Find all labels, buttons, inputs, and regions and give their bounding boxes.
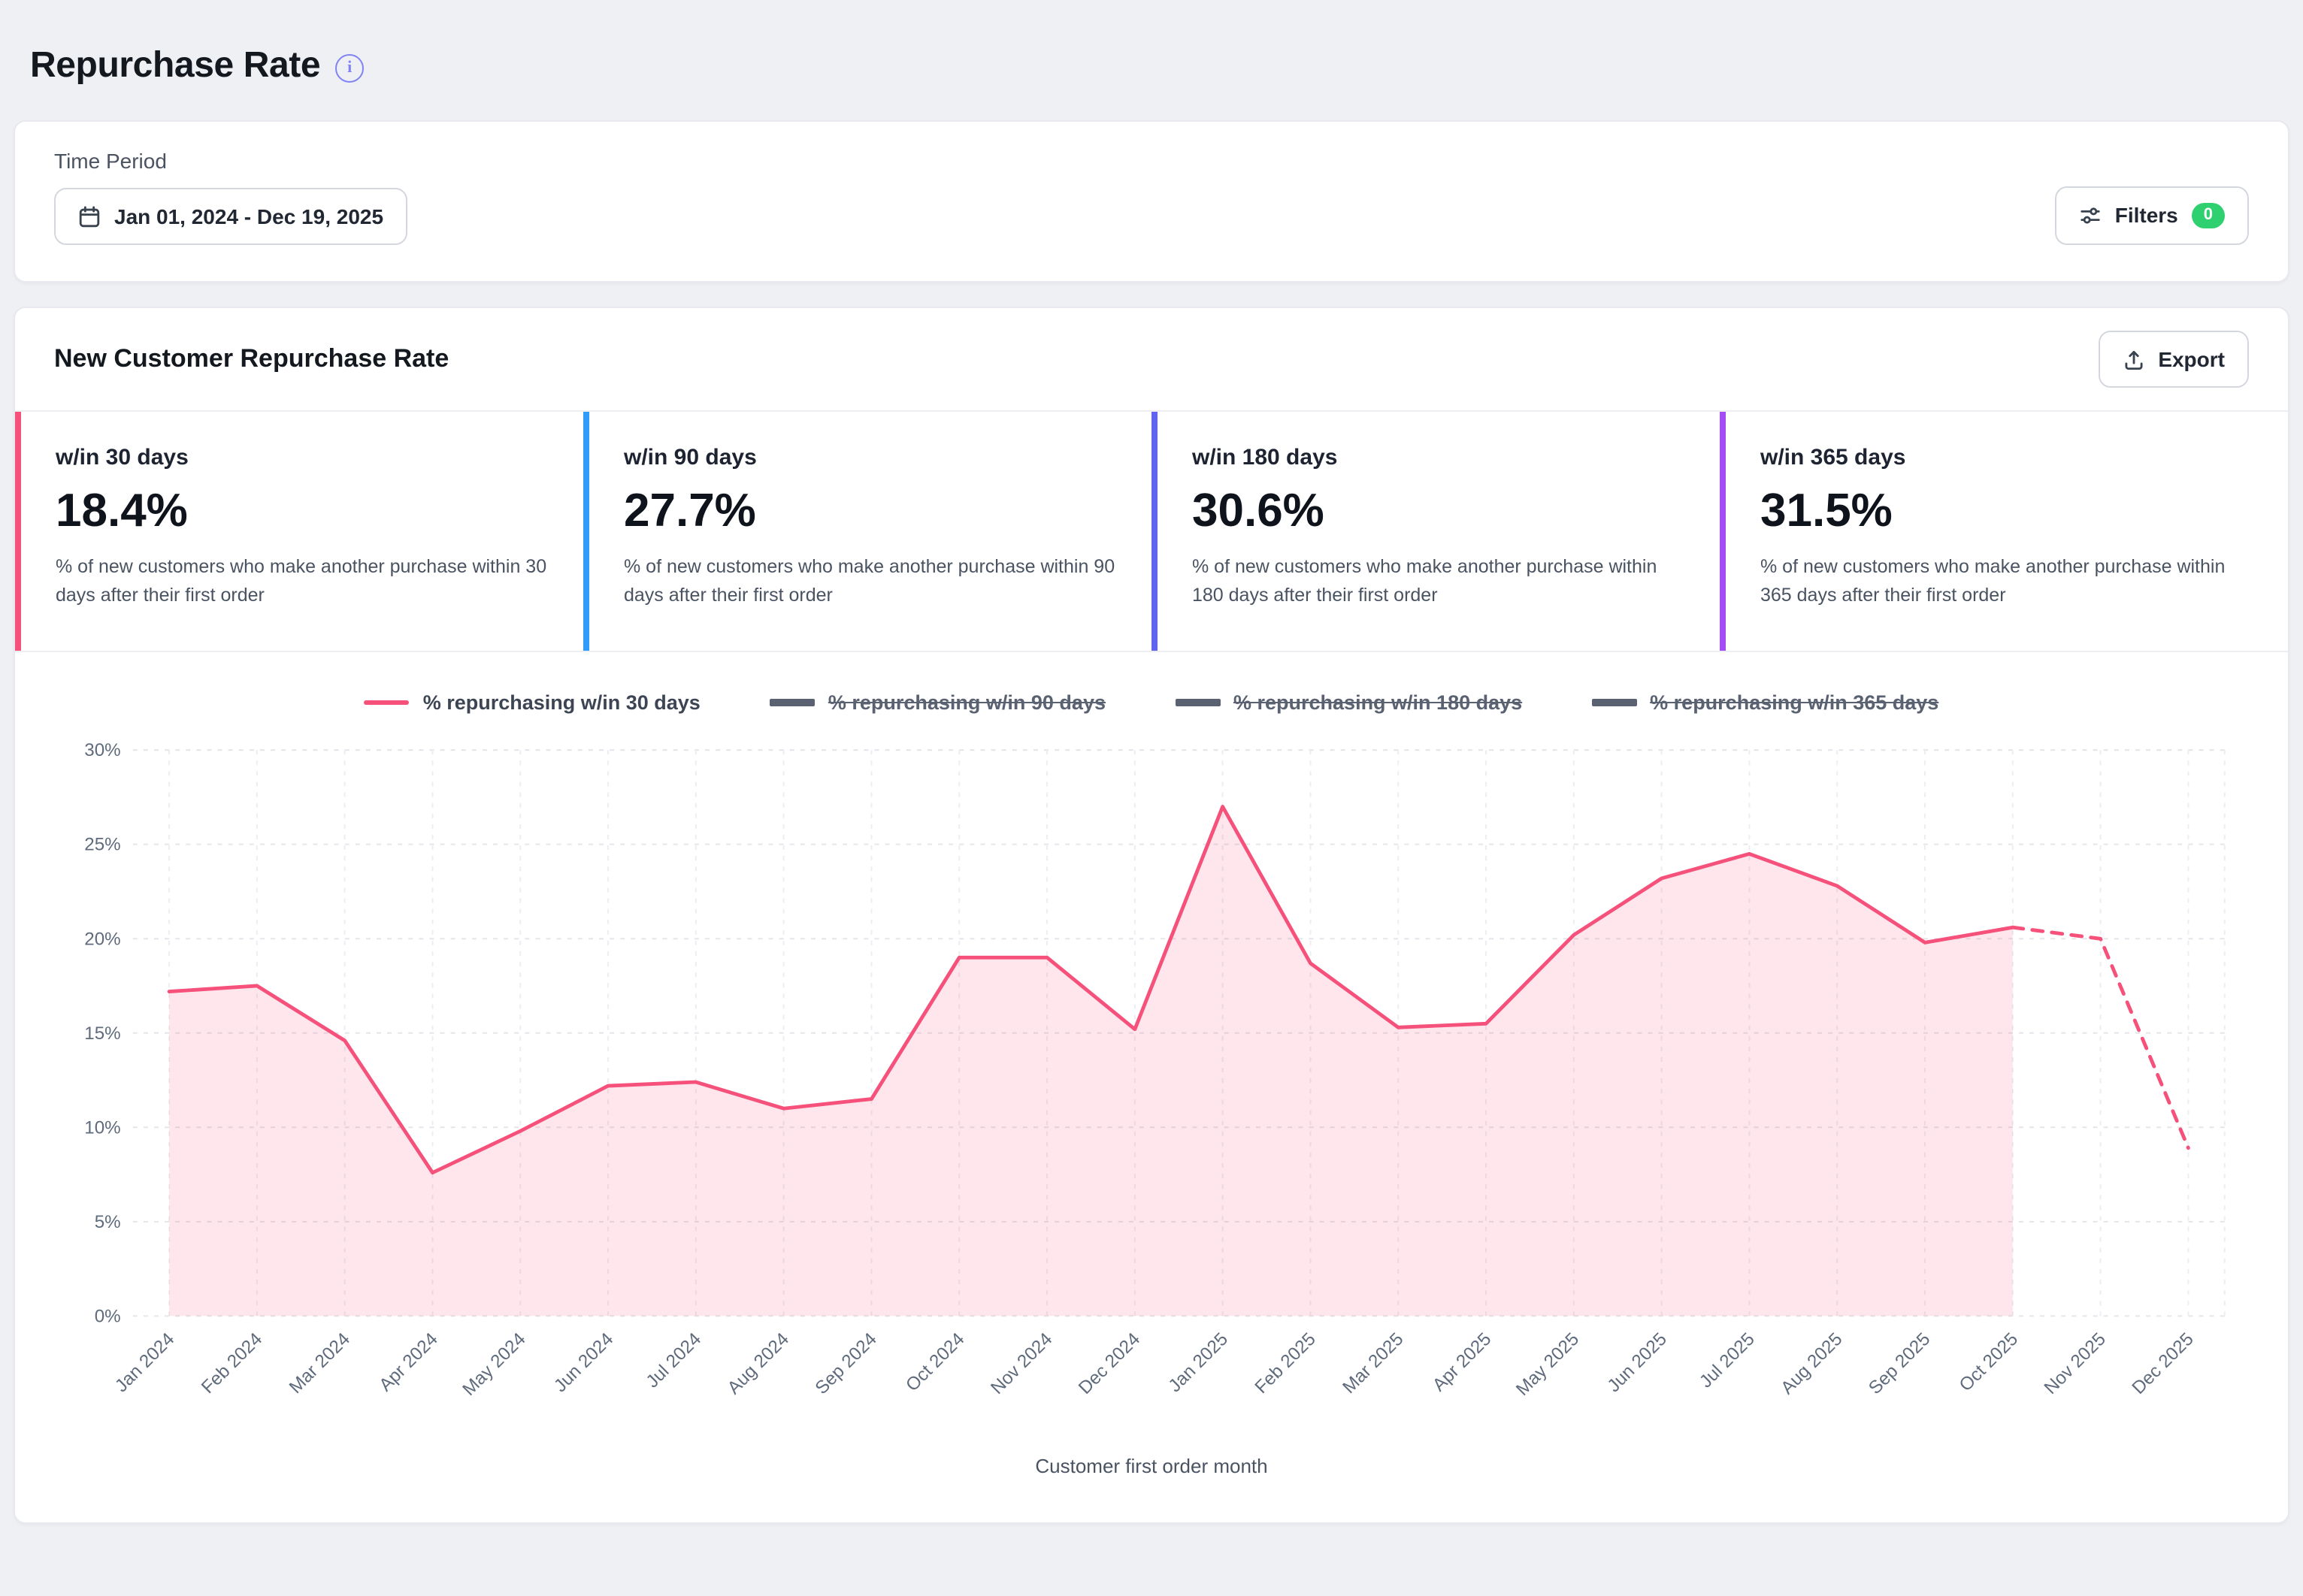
chart-area: % repurchasing w/in 30 days % repurchasi… [15, 652, 2288, 1517]
date-range-picker[interactable]: Jan 01, 2024 - Dec 19, 2025 [54, 188, 408, 245]
stat-label: w/in 365 days [1760, 445, 1906, 470]
legend-label: % repurchasing w/in 30 days [422, 691, 701, 714]
svg-text:Aug 2024: Aug 2024 [724, 1328, 793, 1398]
sliders-icon [2081, 207, 2100, 224]
svg-text:May 2025: May 2025 [1512, 1328, 1583, 1399]
page-title: Repurchase Rate [30, 45, 321, 86]
svg-text:Sep 2024: Sep 2024 [812, 1328, 881, 1398]
legend-swatch-30-days [364, 700, 410, 705]
svg-text:Jun 2025: Jun 2025 [1604, 1328, 1671, 1395]
svg-text:Oct 2025: Oct 2025 [1956, 1328, 2022, 1395]
svg-text:Jan 2025: Jan 2025 [1165, 1328, 1232, 1395]
repurchase-rate-chart[interactable]: 0% 5% 10% 15% 20% 25% 30% Jan 2024 Feb 2024 Mar 2… [54, 729, 2249, 1452]
stat-description: % of new customers who make another purc… [624, 556, 1115, 606]
stat-label: w/in 180 days [1192, 445, 1338, 470]
svg-text:20%: 20% [84, 929, 120, 949]
svg-text:Dec 2024: Dec 2024 [1075, 1328, 1144, 1398]
svg-text:Nov 2024: Nov 2024 [987, 1328, 1056, 1398]
stat-value: 31.5% [1760, 484, 1893, 537]
filters-label: Filters [2114, 203, 2178, 228]
svg-text:May 2024: May 2024 [458, 1328, 529, 1399]
x-axis-title: Customer first order month [1035, 1455, 1268, 1478]
repurchase-panel: New Customer Repurchase Rate Export w/in… [14, 307, 2289, 1525]
svg-text:Jul 2025: Jul 2025 [1696, 1328, 1759, 1392]
svg-text:Feb 2025: Feb 2025 [1251, 1328, 1319, 1397]
export-label: Export [2158, 347, 2225, 371]
time-period-group: Time Period Jan 01, 2024 - Dec 19, 2025 [54, 149, 408, 245]
svg-text:Aug 2025: Aug 2025 [1777, 1328, 1846, 1398]
svg-text:15%: 15% [84, 1023, 120, 1043]
svg-text:Mar 2025: Mar 2025 [1339, 1328, 1407, 1397]
svg-text:30%: 30% [84, 740, 120, 760]
legend-swatch-90-days [769, 698, 815, 706]
legend-swatch-365-days [1591, 698, 1637, 706]
legend-item-365-days[interactable]: % repurchasing w/in 365 days [1591, 691, 1938, 714]
stat-label: w/in 90 days [624, 445, 757, 470]
panel-header: New Customer Repurchase Rate Export [15, 308, 2288, 412]
svg-text:Feb 2024: Feb 2024 [198, 1328, 266, 1397]
svg-text:Jul 2024: Jul 2024 [642, 1328, 705, 1392]
svg-text:10%: 10% [84, 1117, 120, 1138]
panel-title: New Customer Repurchase Rate [54, 344, 449, 373]
stat-value: 18.4% [56, 484, 188, 537]
legend-item-180-days[interactable]: % repurchasing w/in 180 days [1175, 691, 1522, 714]
legend-label: % repurchasing w/in 365 days [1650, 691, 1939, 714]
svg-text:Sep 2025: Sep 2025 [1865, 1328, 1934, 1398]
svg-text:0%: 0% [95, 1306, 121, 1326]
legend-label: % repurchasing w/in 90 days [828, 691, 1106, 714]
stat-win-30-days: w/in 30 days 18.4% % of new customers wh… [15, 412, 583, 651]
legend-swatch-180-days [1175, 698, 1220, 706]
export-button[interactable]: Export [2098, 331, 2249, 388]
legend-item-90-days[interactable]: % repurchasing w/in 90 days [769, 691, 1106, 714]
svg-text:Dec 2025: Dec 2025 [2128, 1328, 2197, 1398]
date-range-value: Jan 01, 2024 - Dec 19, 2025 [114, 204, 384, 228]
svg-text:5%: 5% [95, 1211, 121, 1232]
svg-text:Oct 2024: Oct 2024 [902, 1328, 968, 1395]
stat-label: w/in 30 days [56, 445, 189, 470]
stat-win-365-days: w/in 365 days 31.5% % of new customers w… [1720, 412, 2288, 651]
stat-value: 27.7% [624, 484, 756, 537]
svg-text:Nov 2025: Nov 2025 [2041, 1328, 2110, 1398]
stat-description: % of new customers who make another purc… [1192, 556, 1657, 606]
stat-win-180-days: w/in 180 days 30.6% % of new customers w… [1152, 412, 1720, 651]
time-period-label: Time Period [54, 149, 167, 173]
svg-text:25%: 25% [84, 834, 120, 854]
stat-description: % of new customers who make another purc… [56, 556, 547, 606]
svg-text:Apr 2024: Apr 2024 [375, 1328, 441, 1395]
filters-button[interactable]: Filters 0 [2054, 186, 2249, 245]
svg-text:Mar 2024: Mar 2024 [286, 1328, 354, 1397]
filters-count-badge: 0 [2191, 202, 2225, 228]
info-icon[interactable]: i [335, 53, 365, 82]
stats-row: w/in 30 days 18.4% % of new customers wh… [15, 412, 2288, 652]
filter-bar: Time Period Jan 01, 2024 - Dec 19, 2025 … [14, 120, 2289, 283]
chart-legend: % repurchasing w/in 30 days % repurchasi… [54, 691, 2249, 714]
page-header: Repurchase Rate i [0, 0, 2303, 120]
legend-item-30-days[interactable]: % repurchasing w/in 30 days [364, 691, 701, 714]
svg-text:Jun 2024: Jun 2024 [550, 1328, 617, 1395]
stat-win-90-days: w/in 90 days 27.7% % of new customers wh… [583, 412, 1152, 651]
legend-label: % repurchasing w/in 180 days [1233, 691, 1523, 714]
export-icon [2124, 349, 2142, 370]
stat-value: 30.6% [1192, 484, 1324, 537]
svg-text:Jan 2024: Jan 2024 [111, 1328, 178, 1395]
svg-text:Apr 2025: Apr 2025 [1429, 1328, 1495, 1395]
stat-description: % of new customers who make another purc… [1760, 556, 2226, 606]
calendar-icon [79, 205, 100, 227]
